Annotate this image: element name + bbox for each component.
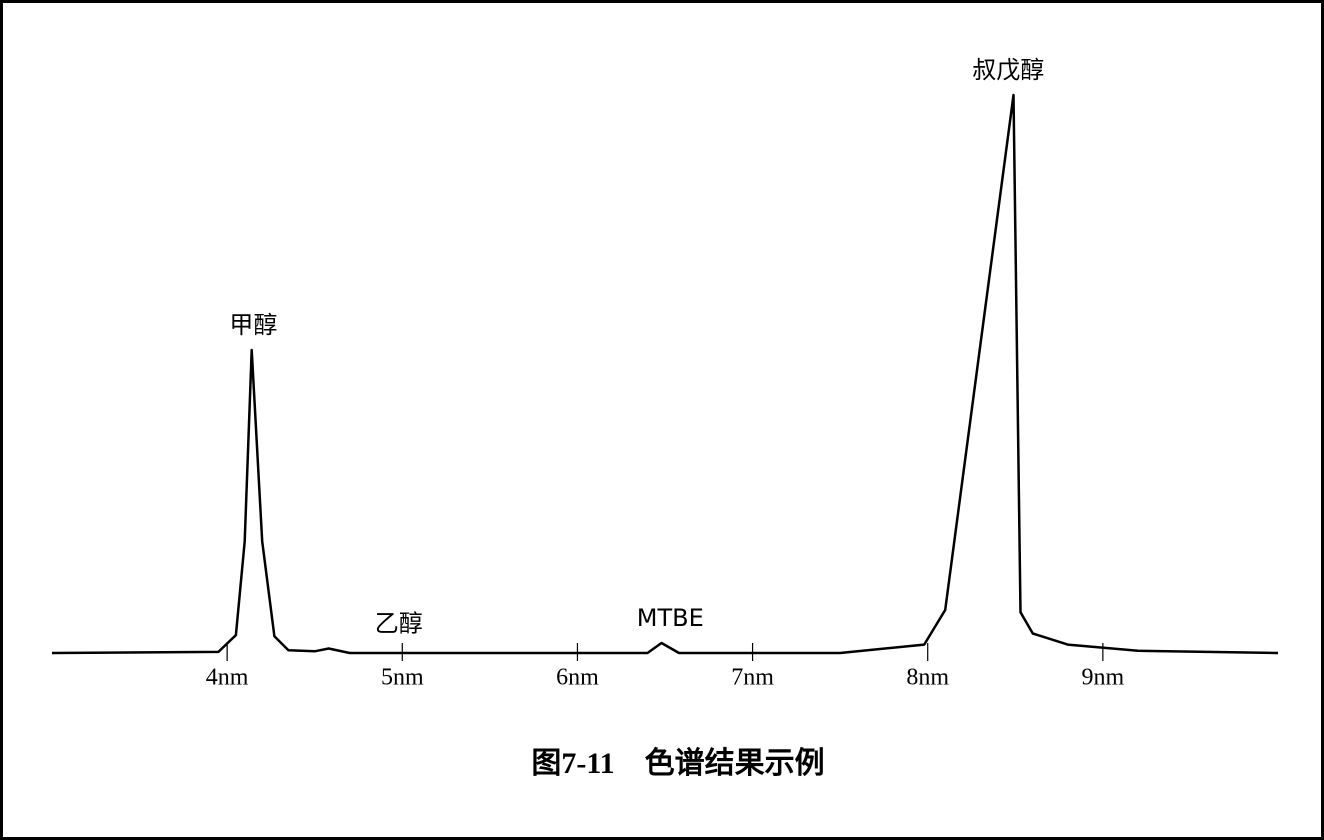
peak-label: 乙醇 bbox=[375, 610, 423, 638]
x-tick-label: 7nm bbox=[731, 665, 774, 691]
x-tick-label: 6nm bbox=[556, 665, 599, 691]
x-tick-label: 5nm bbox=[381, 665, 424, 691]
x-tick-label: 8nm bbox=[906, 665, 949, 691]
peak-label: 叔戊醇 bbox=[972, 56, 1044, 84]
x-tick-label: 9nm bbox=[1082, 665, 1125, 691]
x-tick-label: 4nm bbox=[206, 665, 249, 691]
peak-label: 甲醇 bbox=[229, 311, 277, 339]
peak-label: MTBE bbox=[637, 604, 704, 632]
trace bbox=[51, 93, 1279, 655]
caption: 图7-11 色谱结果示例 bbox=[531, 747, 824, 780]
